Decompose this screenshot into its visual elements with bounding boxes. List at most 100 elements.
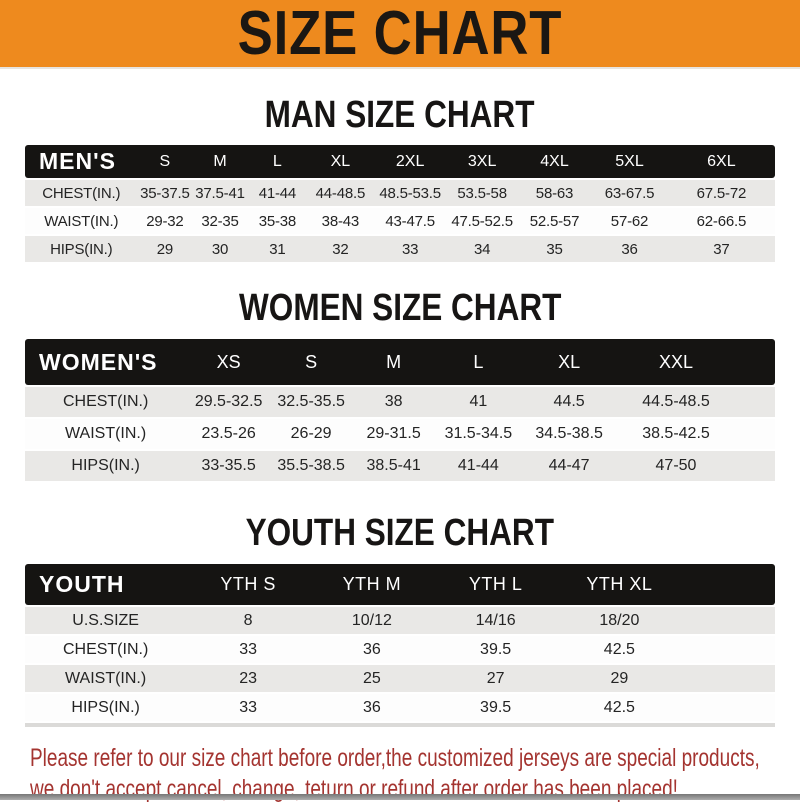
table-title-cell: MEN'S <box>25 145 138 178</box>
table-header-row: WOMEN'S XS S M L XL XXL <box>25 339 775 385</box>
value-cell: 43-47.5 <box>373 208 447 234</box>
size-header-cell: 2XL <box>373 145 447 178</box>
size-header-cell: L <box>247 145 307 178</box>
size-header-cell: S <box>137 145 193 178</box>
value-cell: 48.5-53.5 <box>373 180 447 206</box>
value-cell: 33 <box>186 636 310 663</box>
value-cell: 37.5-41 <box>192 180 248 206</box>
value-cell: 29 <box>557 665 682 692</box>
value-cell: 41-44 <box>436 451 521 481</box>
section-women: WOMEN SIZE CHART WOMEN'S XS S M L XL XXL CHEST(… <box>0 289 800 483</box>
value-cell: 39.5 <box>433 636 558 663</box>
men-size-table: MEN'S S M L XL 2XL 3XL 4XL 5XL 6XL CHEST(IN.) 35-37… <box>25 143 775 264</box>
value-cell: 26-29 <box>271 419 352 449</box>
row-label-cell: WAIST(IN.) <box>25 208 138 234</box>
bottom-edge-strip <box>0 794 800 800</box>
women-section-heading: WOMEN SIZE CHART <box>0 289 800 327</box>
table-row: CHEST(IN.) 35-37.5 37.5-41 41-44 44-48.5 48.5… <box>25 180 775 206</box>
table-row: HIPS(IN.) 33 36 39.5 42.5 <box>25 694 775 721</box>
spacer-cell <box>734 419 775 449</box>
value-cell: 29-31.5 <box>351 419 436 449</box>
value-cell: 23.5-26 <box>186 419 271 449</box>
table-row: HIPS(IN.) 29 30 31 32 33 34 35 36 37 <box>25 236 775 262</box>
row-label-cell: HIPS(IN.) <box>25 236 138 262</box>
value-cell: 23 <box>186 665 310 692</box>
size-header-cell: YTH M <box>310 564 434 605</box>
spacer-cell <box>681 607 775 634</box>
youth-section-heading-text: YOUTH SIZE CHART <box>245 512 555 554</box>
man-section-heading: MAN SIZE CHART <box>0 96 800 134</box>
value-cell: 57-62 <box>591 208 668 234</box>
value-cell: 42.5 <box>557 636 682 663</box>
value-cell: 31 <box>247 236 307 262</box>
spacer-cell <box>734 451 775 481</box>
value-cell: 67.5-72 <box>667 180 775 206</box>
value-cell: 37 <box>667 236 775 262</box>
value-cell: 42.5 <box>557 694 682 721</box>
table-header-row: MEN'S S M L XL 2XL 3XL 4XL 5XL 6XL <box>25 145 775 178</box>
value-cell: 38-43 <box>307 208 374 234</box>
footer-note: Please refer to our size chart before or… <box>30 743 800 805</box>
table-row: CHEST(IN.) 33 36 39.5 42.5 <box>25 636 775 663</box>
footer-note-line1: Please refer to our size chart before or… <box>30 744 760 772</box>
size-header-cell: 5XL <box>591 145 668 178</box>
value-cell: 29-32 <box>137 208 193 234</box>
value-cell: 33 <box>186 694 310 721</box>
size-header-cell: M <box>351 339 436 385</box>
size-header-cell: XL <box>520 339 618 385</box>
table-row: CHEST(IN.) 29.5-32.5 32.5-35.5 38 41 44.5 44.5… <box>25 387 775 417</box>
banner-title: SIZE CHART <box>237 0 563 68</box>
size-header-cell: YTH S <box>186 564 310 605</box>
size-header-cell: L <box>436 339 521 385</box>
value-cell: 32.5-35.5 <box>271 387 352 417</box>
size-header-cell: XXL <box>617 339 735 385</box>
spacer-cell <box>734 387 775 417</box>
value-cell: 31.5-34.5 <box>436 419 521 449</box>
value-cell: 14/16 <box>433 607 558 634</box>
value-cell: 38.5-42.5 <box>617 419 735 449</box>
value-cell: 35-38 <box>247 208 307 234</box>
value-cell: 44.5-48.5 <box>617 387 735 417</box>
value-cell: 32 <box>307 236 374 262</box>
row-label-cell: HIPS(IN.) <box>25 451 187 481</box>
women-section-heading-text: WOMEN SIZE CHART <box>238 287 562 329</box>
value-cell: 44.5 <box>520 387 618 417</box>
table-row: U.S.SIZE 8 10/12 14/16 18/20 <box>25 607 775 634</box>
value-cell: 34 <box>446 236 518 262</box>
spacer-cell <box>681 694 775 721</box>
size-header-cell: 3XL <box>446 145 518 178</box>
value-cell: 47-50 <box>617 451 735 481</box>
spacer-cell <box>681 665 775 692</box>
size-header-cell: XL <box>307 145 374 178</box>
value-cell: 8 <box>186 607 310 634</box>
section-man: MAN SIZE CHART MEN'S S M L XL 2XL 3XL 4XL 5XL 6XL… <box>0 96 800 264</box>
size-header-cell: XS <box>186 339 271 385</box>
value-cell: 38 <box>351 387 436 417</box>
value-cell: 29 <box>137 236 193 262</box>
spacer-cell <box>681 564 775 605</box>
table-header-row: YOUTH YTH S YTH M YTH L YTH XL <box>25 564 775 605</box>
value-cell: 52.5-57 <box>517 208 592 234</box>
value-cell: 35 <box>517 236 592 262</box>
value-cell: 29.5-32.5 <box>186 387 271 417</box>
table-row: WAIST(IN.) 23 25 27 29 <box>25 665 775 692</box>
table-row: HIPS(IN.) 33-35.5 35.5-38.5 38.5-41 41-44 44-… <box>25 451 775 481</box>
value-cell: 34.5-38.5 <box>520 419 618 449</box>
value-cell: 36 <box>310 636 434 663</box>
table-title-cell: WOMEN'S <box>25 339 187 385</box>
value-cell: 53.5-58 <box>446 180 518 206</box>
size-header-cell: YTH XL <box>557 564 682 605</box>
value-cell: 36 <box>310 694 434 721</box>
value-cell: 47.5-52.5 <box>446 208 518 234</box>
value-cell: 44-47 <box>520 451 618 481</box>
value-cell: 41 <box>436 387 521 417</box>
size-header-cell: 6XL <box>667 145 775 178</box>
value-cell: 30 <box>192 236 248 262</box>
table-row: WAIST(IN.) 29-32 32-35 35-38 38-43 43-47.5 47.… <box>25 208 775 234</box>
section-youth: YOUTH SIZE CHART YOUTH YTH S YTH M YTH L YTH… <box>0 514 800 727</box>
value-cell: 35.5-38.5 <box>271 451 352 481</box>
spacer-cell <box>681 636 775 663</box>
value-cell: 25 <box>310 665 434 692</box>
value-cell: 39.5 <box>433 694 558 721</box>
size-header-cell: YTH L <box>433 564 558 605</box>
